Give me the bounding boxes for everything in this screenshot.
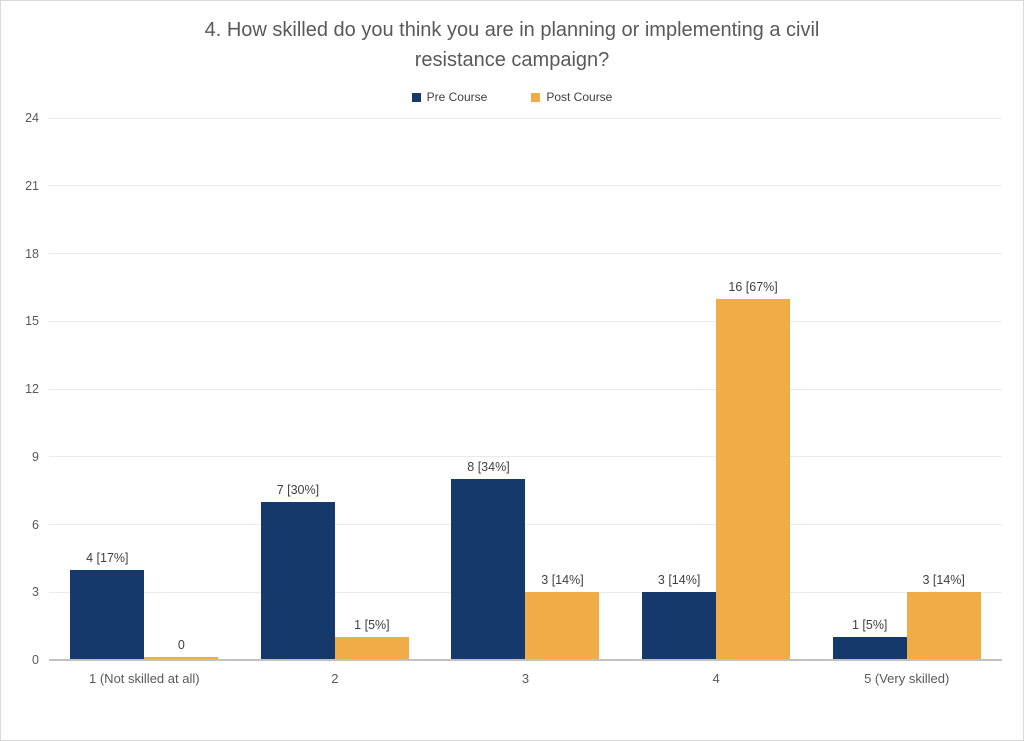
bar-post-course: 1 [5%]: [334, 618, 409, 660]
gridline: [49, 117, 1002, 119]
bar-pre-course: 7 [30%]: [260, 483, 335, 660]
bar-pair: 8 [34%] 3 [14%]: [451, 118, 600, 660]
data-label: 1 [5%]: [354, 618, 390, 633]
category-group-4: 3 [14%] 16 [67%] 4: [621, 118, 812, 686]
bar-pair: 4 [17%] 0: [70, 118, 219, 660]
bar-post-course: 16 [67%]: [716, 280, 791, 660]
chart-title-line-2: resistance campaign?: [414, 49, 610, 71]
data-label: 4 [17%]: [86, 550, 129, 565]
y-tick-label: 24: [25, 111, 39, 125]
bar-pair: 1 [5%] 3 [14%]: [832, 118, 981, 660]
y-axis-labels: 0 3 6 9 12 15 18 21 24: [1, 111, 41, 667]
data-label: 0: [177, 638, 185, 652]
category-group-5: 1 [5%] 3 [14%] 5 (Very skilled): [811, 118, 1002, 686]
bar-post-course: 3 [14%]: [525, 573, 600, 660]
x-axis-category-label: 4: [712, 671, 720, 686]
bar-pre-course: 3 [14%]: [642, 573, 717, 660]
x-axis-category-label: 3: [521, 671, 530, 686]
chart-title-line-1: 4. How skilled do you think you are in p…: [204, 19, 820, 41]
x-axis-category-label: 5 (Very skilled): [864, 671, 950, 686]
category-group-2: 7 [30%] 1 [5%] 2: [240, 118, 431, 686]
legend-swatch-icon: [531, 92, 541, 102]
legend-label: Post Course: [546, 90, 613, 104]
bar-pair: 3 [14%] 16 [67%]: [642, 118, 791, 660]
x-axis-line: [49, 659, 1002, 661]
data-label: 3 [14%]: [541, 573, 584, 588]
bar-post-course: 3 [14%]: [906, 573, 981, 660]
legend-item-post-course: Post Course: [531, 90, 612, 104]
bar-pre-course: 8 [34%]: [451, 460, 526, 660]
gridline: [49, 253, 1002, 254]
y-tick-label: 21: [25, 178, 39, 193]
y-tick-label: 6: [32, 517, 39, 532]
data-label: 16 [67%]: [728, 279, 778, 294]
chart-legend: Pre Course Post Course: [1, 90, 1023, 104]
bar-pair: 7 [30%] 1 [5%]: [260, 118, 409, 660]
category-group-3: 8 [34%] 3 [14%] 3: [430, 118, 621, 686]
plot-area: 4 [17%] 0 1 (Not skilled at all) 7 [30%] 1 […: [49, 117, 1002, 686]
y-tick-label: 18: [25, 246, 39, 261]
legend-item-pre-course: Pre Course: [411, 90, 488, 104]
y-tick-label: 0: [32, 653, 39, 667]
bar-pre-course: 4 [17%]: [70, 551, 145, 660]
x-axis-category-label: 1 (Not skilled at all): [89, 671, 200, 686]
legend-label: Pre Course: [426, 90, 488, 104]
bar-post-course: 0: [144, 638, 219, 660]
x-axis-category-label: 2: [331, 671, 339, 686]
gridline: [49, 320, 1002, 322]
y-tick-label: 3: [32, 585, 39, 600]
data-label: 1 [5%]: [851, 618, 888, 633]
y-tick-label: 9: [32, 449, 39, 464]
gridline: [49, 185, 1002, 187]
gridline: [49, 524, 1002, 525]
data-label: 7 [30%]: [276, 482, 320, 497]
y-tick-label: 12: [25, 382, 39, 396]
legend-swatch-icon: [411, 92, 421, 102]
bar-pre-course: 1 [5%]: [832, 618, 907, 660]
data-label: 3 [14%]: [922, 573, 965, 588]
data-label: 3 [14%]: [657, 573, 701, 588]
chart-title: 4. How skilled do you think you are in p…: [1, 15, 1023, 75]
category-group-1: 4 [17%] 0 1 (Not skilled at all): [49, 118, 240, 686]
y-tick-label: 15: [25, 314, 39, 329]
data-label: 8 [34%]: [467, 460, 510, 475]
gridline: [49, 388, 1002, 390]
gridline: [49, 456, 1002, 458]
